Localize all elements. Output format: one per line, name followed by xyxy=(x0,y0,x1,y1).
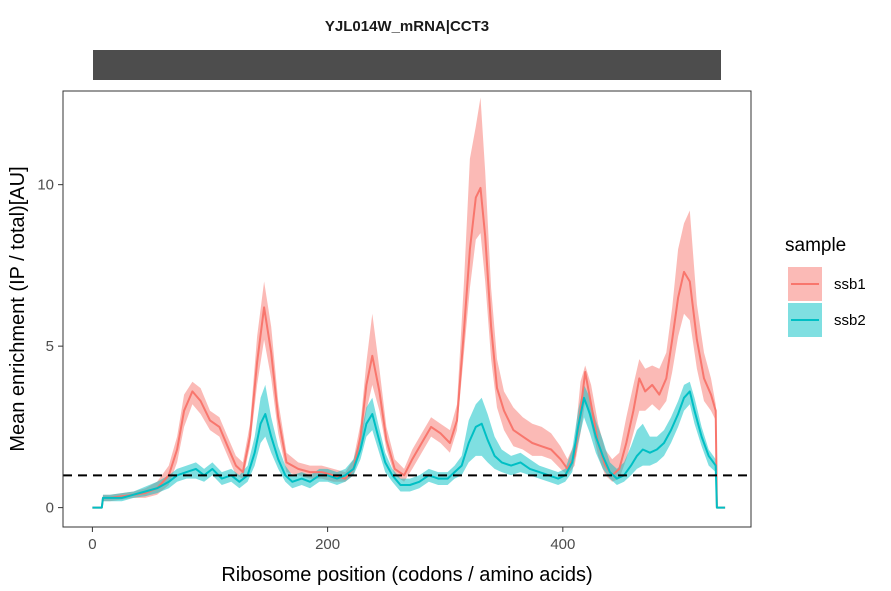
x-tick-label: 0 xyxy=(88,536,96,553)
legend-title: sample xyxy=(785,235,846,256)
ssb2-line xyxy=(92,390,726,509)
ssb1-line xyxy=(92,186,726,509)
ssb2-legend-label: ssb2 xyxy=(834,312,866,329)
y-tick-label: 0 xyxy=(46,500,54,517)
legend-item-ssb2: ssb2 xyxy=(788,303,866,337)
plot-panel-border xyxy=(62,90,752,528)
x-axis: 0 200 400 xyxy=(88,527,575,553)
x-axis-title: Ribosome position (codons / amino acids) xyxy=(221,564,592,586)
legend-keys: ssb1 ssb2 xyxy=(788,267,866,337)
ssb1-legend-label: ssb1 xyxy=(834,276,866,293)
ribbon-layer xyxy=(92,97,726,508)
line-layer xyxy=(92,186,726,509)
x-tick-label: 400 xyxy=(550,536,575,553)
y-tick-label: 5 xyxy=(46,338,54,355)
facet-title: YJL014W_mRNA|CCT3 xyxy=(325,18,489,35)
ssb1-ribbon xyxy=(92,97,726,508)
x-tick-label: 200 xyxy=(315,536,340,553)
y-tick-label: 10 xyxy=(37,177,54,194)
y-axis-title: Mean enrichment (IP / total)[AU] xyxy=(7,166,29,451)
facet-strip xyxy=(93,50,721,80)
legend: sample ssb1 ssb2 xyxy=(785,235,866,337)
y-axis: 0 5 10 xyxy=(37,177,63,517)
legend-item-ssb1: ssb1 xyxy=(788,267,866,301)
